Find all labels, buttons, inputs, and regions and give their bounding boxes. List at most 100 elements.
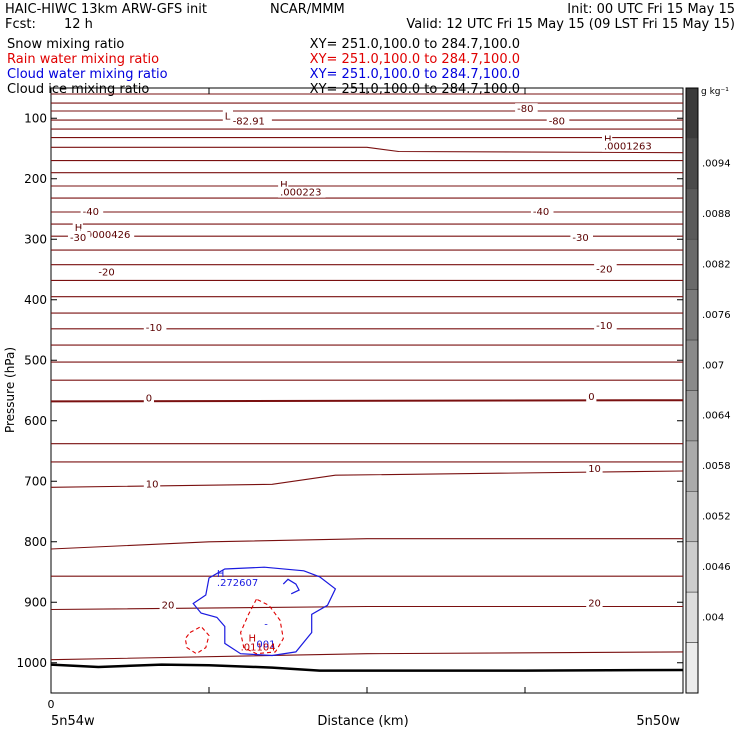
contour-label: -20 (98, 268, 114, 279)
colorbar-swatch (685, 642, 699, 694)
header-fcst-label: Fcst: (5, 17, 36, 32)
contour-label: -30 (70, 233, 86, 244)
contour-label-bg (222, 110, 233, 122)
freezing-isotherm (50, 399, 684, 403)
header-fcst-value: 12 h (64, 17, 93, 32)
field-xy-range: XY= 251.0,100.0 to 284.7,100.0 (310, 37, 520, 52)
field-xy-range: XY= 251.0,100.0 to 284.7,100.0 (310, 67, 520, 82)
colorbar-label: .0088 (702, 209, 731, 220)
colorbar-swatch (685, 339, 699, 391)
contour-label: -20 (596, 265, 612, 276)
x-axis-label: Distance (km) (317, 714, 408, 729)
contour-label-bg (278, 186, 326, 198)
colorbar-swatch (685, 238, 699, 290)
field-name: Cloud ice mixing ratio (7, 82, 149, 97)
colorbar-frame (685, 87, 699, 694)
contour-label: .000223 (280, 188, 321, 199)
y-tick-label: 200 (24, 172, 47, 186)
colorbar-label: .0046 (702, 562, 731, 573)
y-tick-label: 500 (24, 353, 47, 367)
cloud-water-label: .272607 (217, 578, 258, 589)
x-right-location: 5n50w (636, 714, 680, 729)
contour-label-bg (278, 178, 289, 190)
colorbar-swatch (685, 491, 699, 543)
colorbar-swatch (685, 87, 699, 139)
contour-label: 0 (588, 392, 594, 403)
contour-label-bg (143, 392, 154, 404)
x-axis: 0 (48, 88, 684, 711)
terrain-surface (50, 663, 684, 672)
header-model-title: HAIC-HIWC 13km ARW-GFS init (5, 2, 207, 17)
isotherm (50, 538, 683, 550)
contour-label-bg (546, 115, 570, 127)
rain-contours: H.01104 (184, 598, 284, 655)
rain-label: H (249, 634, 257, 645)
rain-contour-small (184, 625, 210, 655)
colorbar-label: .007 (702, 360, 724, 371)
x-tick-label: 0 (48, 698, 55, 711)
colorbar-swatch (685, 440, 699, 492)
contour-label-bg (586, 391, 597, 403)
colorbar-label: .0082 (702, 259, 731, 270)
colorbar-swatch (685, 289, 699, 341)
contour-label-bg (96, 266, 119, 278)
rain-label: .01104 (241, 643, 276, 654)
terrain-line (50, 663, 684, 672)
colorbar-swatch (685, 138, 699, 190)
header-valid: Valid: 12 UTC Fri 15 May 15 (09 LST Fri … (406, 17, 735, 32)
colorbar-swatch (685, 188, 699, 240)
colorbar-label: .0076 (702, 310, 731, 321)
contour-label: -40 (83, 207, 99, 218)
contour-label: -30 (572, 233, 588, 244)
contour-label: 10 (146, 479, 159, 490)
y-tick-label: 400 (24, 293, 47, 307)
contour-label: .0001263 (604, 142, 652, 153)
header-org: NCAR/MMM (270, 2, 345, 17)
contour-label: -80 (549, 116, 565, 127)
y-tick-label: 800 (24, 535, 47, 549)
cloud-water-outer (192, 566, 337, 657)
contour-label: .0000426 (83, 230, 131, 241)
field-name: Snow mixing ratio (7, 37, 124, 52)
y-tick-label: 700 (24, 474, 47, 488)
contour-label-bg (230, 115, 272, 127)
cloud-water-inner (282, 578, 300, 595)
colorbar-label: .004 (702, 612, 724, 623)
contour-label: -80 (517, 104, 533, 115)
contour-label-bg (602, 133, 613, 145)
contour-label-bg (80, 229, 135, 241)
cloud-water-label: 001 (256, 640, 275, 651)
contour-label-bg (570, 232, 593, 244)
contour-label: -82.91 (233, 116, 265, 127)
colorbar: g kg⁻¹ .0094 .0088 .0082 .0076 .007 .0064 .0058… (685, 87, 731, 694)
contour-label-bg (72, 221, 83, 233)
isotherm (50, 605, 683, 611)
isotherm (50, 470, 684, 488)
field-legend: Snow mixing ratio XY= 251.0,100.0 to 284.… (7, 37, 520, 97)
contour-label: -40 (533, 207, 549, 218)
contour-label: 20 (588, 598, 601, 609)
colorbar-label: .0058 (702, 461, 731, 472)
isotherm (51, 146, 684, 154)
contour-label: -10 (596, 321, 612, 332)
y-tick-label: 100 (24, 111, 47, 125)
field-name: Rain water mixing ratio (7, 52, 159, 67)
colorbar-label: .0094 (702, 159, 731, 170)
y-tick-label: 300 (24, 232, 47, 246)
y-axis-label: Pressure (hPa) (3, 347, 17, 433)
header-init: Init: 00 UTC Fri 15 May 15 (567, 2, 735, 17)
cloud-water-contours: H.272607-001 (192, 566, 337, 657)
contour-label-bg (594, 319, 617, 331)
y-tick-label: 600 (24, 414, 47, 428)
contour-label: 10 (588, 464, 601, 475)
contour-label: 0 (146, 393, 152, 404)
contour-label-bg (80, 206, 104, 218)
isotherm (50, 651, 684, 661)
field-xy-range: XY= 251.0,100.0 to 284.7,100.0 (310, 82, 520, 97)
colorbar-unit: g kg⁻¹ (701, 87, 729, 97)
x-left-location: 5n54w (51, 714, 95, 729)
contour-label-bg (159, 599, 176, 611)
